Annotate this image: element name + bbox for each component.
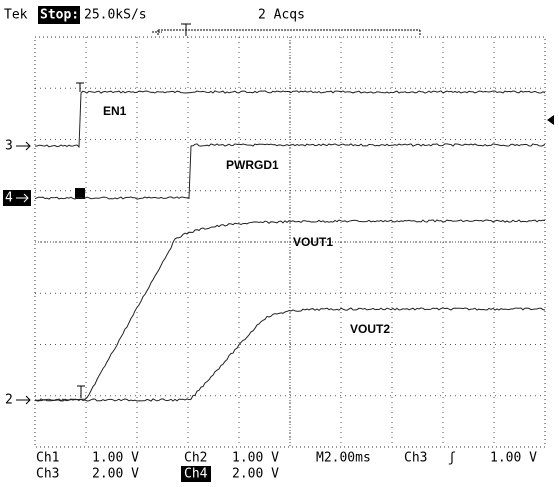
marker-arrow <box>16 141 31 151</box>
record-bracket <box>152 29 421 36</box>
footer-text: ʃ <box>448 451 456 466</box>
footer-text: 1.00 V <box>490 451 537 466</box>
traces <box>34 90 546 402</box>
marker-arrow <box>16 193 29 203</box>
channel-marker: 2 <box>5 393 13 408</box>
acquisitions: 2 Acqs <box>258 8 305 23</box>
trace-marker <box>75 188 85 199</box>
footer-text: 1.00 V <box>92 451 139 466</box>
trace <box>34 307 546 402</box>
state-box <box>38 6 80 24</box>
trace <box>34 90 546 149</box>
trace-marker <box>77 385 85 398</box>
trace-marker <box>76 82 84 92</box>
footer-text: 1.00 V <box>232 451 279 466</box>
footer-text: 2.00 V <box>92 467 139 482</box>
channel-marker: 3 <box>5 139 13 154</box>
sample-rate: 25.0kS/s <box>84 8 147 23</box>
footer-text: M2.00ms <box>316 451 371 466</box>
trigger-level <box>547 115 554 125</box>
footer-text: Ch2 <box>184 451 207 466</box>
trace <box>34 219 546 402</box>
brand: Tek <box>4 8 28 23</box>
footer-text: 2.00 V <box>232 467 279 482</box>
footer-text: Ch3 <box>36 467 59 482</box>
footer-text: Ch1 <box>36 451 59 466</box>
trigger-position <box>181 23 191 36</box>
trace-label: EN1 <box>103 104 127 118</box>
trace <box>34 143 546 200</box>
footer-text: Ch3 <box>404 451 427 466</box>
channel-marker: 4 <box>5 191 13 206</box>
trace-label: PWRGD1 <box>226 158 279 172</box>
state: Stop: <box>40 8 79 23</box>
trace-label: VOUT1 <box>293 235 333 249</box>
graticule <box>35 37 545 447</box>
trace-label: VOUT2 <box>350 322 390 336</box>
footer-text: Ch4 <box>184 467 208 482</box>
footer-box <box>181 466 211 482</box>
marker-arrow <box>16 395 31 405</box>
